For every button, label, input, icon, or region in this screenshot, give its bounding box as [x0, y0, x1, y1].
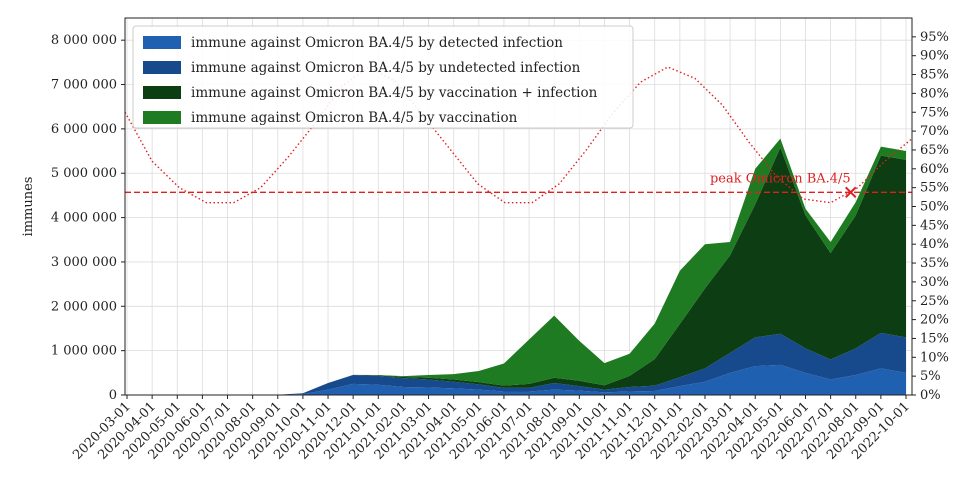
legend-entry: immune against Omicron BA.4/5 by undetec…	[191, 60, 581, 76]
series-area-1	[127, 364, 906, 395]
peak-label: peak Omicron BA.4/5	[710, 171, 851, 186]
y-tick-label: 7 000 000	[51, 78, 117, 93]
y-tick-label: 3 000 000	[51, 255, 117, 270]
y-tick-label: 8 000 000	[51, 33, 117, 48]
legend-swatch	[143, 86, 181, 99]
y2-tick-label: 0%	[920, 388, 941, 403]
y2-tick-label: 65%	[920, 143, 949, 158]
y2-tick-label: 5%	[920, 369, 941, 384]
y-tick-label: 6 000 000	[51, 122, 117, 137]
y-tick-label: 5 000 000	[51, 166, 117, 181]
legend-swatch	[143, 61, 181, 74]
y2-tick-label: 70%	[920, 124, 949, 139]
y2-tick-label: 10%	[920, 350, 949, 365]
y-axis-right: 0% 5% 10% 15% 20% 25% 30% 35% 40% 45% 50% 55% 60% 65%…	[912, 30, 949, 403]
y2-tick-label: 35%	[920, 256, 949, 271]
y2-tick-label: 45%	[920, 218, 949, 233]
legend-entry: immune against Omicron BA.4/5 by detecte…	[191, 35, 563, 51]
y2-tick-label: 90%	[920, 49, 949, 64]
y2-tick-label: 80%	[920, 86, 949, 101]
y2-tick-label: 55%	[920, 181, 949, 196]
overlays: peak Omicron BA.4/5	[124, 66, 913, 204]
legend-entry: immune against Omicron BA.4/5 by vaccina…	[191, 85, 598, 101]
y2-tick-label: 60%	[920, 162, 949, 177]
legend-swatch	[143, 36, 181, 49]
legend-box	[132, 25, 634, 129]
peak-marker-cross	[845, 186, 857, 199]
y2-tick-label: 50%	[920, 200, 949, 215]
x-axis: 2020-03-012020-04-012020-05-012020-06-01…	[70, 395, 913, 463]
y-tick-label: 2 000 000	[51, 299, 117, 314]
y2-tick-label: 15%	[920, 331, 949, 346]
stacked-areas	[127, 138, 906, 395]
y-tick-label: 1 000 000	[51, 344, 117, 359]
y2-tick-label: 25%	[920, 294, 949, 309]
y2-tick-label: 95%	[920, 30, 949, 45]
y2-tick-label: 40%	[920, 237, 949, 252]
y-tick-label: 0	[109, 388, 117, 403]
y2-tick-label: 75%	[920, 105, 949, 120]
series-area-3	[127, 147, 906, 395]
legend-entry: immune against Omicron BA.4/5 by vaccina…	[191, 110, 518, 126]
legend: immune against Omicron BA.4/5 by detecte…	[132, 25, 634, 129]
y2-tick-label: 20%	[920, 313, 949, 328]
y-tick-label: 4 000 000	[51, 211, 117, 226]
y-axis-label: immunes	[21, 177, 36, 237]
series-area-2	[127, 332, 906, 395]
y2-tick-label: 30%	[920, 275, 949, 290]
y-axis-left: 0 1 000 000 2 000 000 3 000 000 4 000 000 5 0…	[51, 33, 125, 403]
y2-tick-label: 85%	[920, 68, 949, 83]
legend-swatch	[143, 111, 181, 124]
